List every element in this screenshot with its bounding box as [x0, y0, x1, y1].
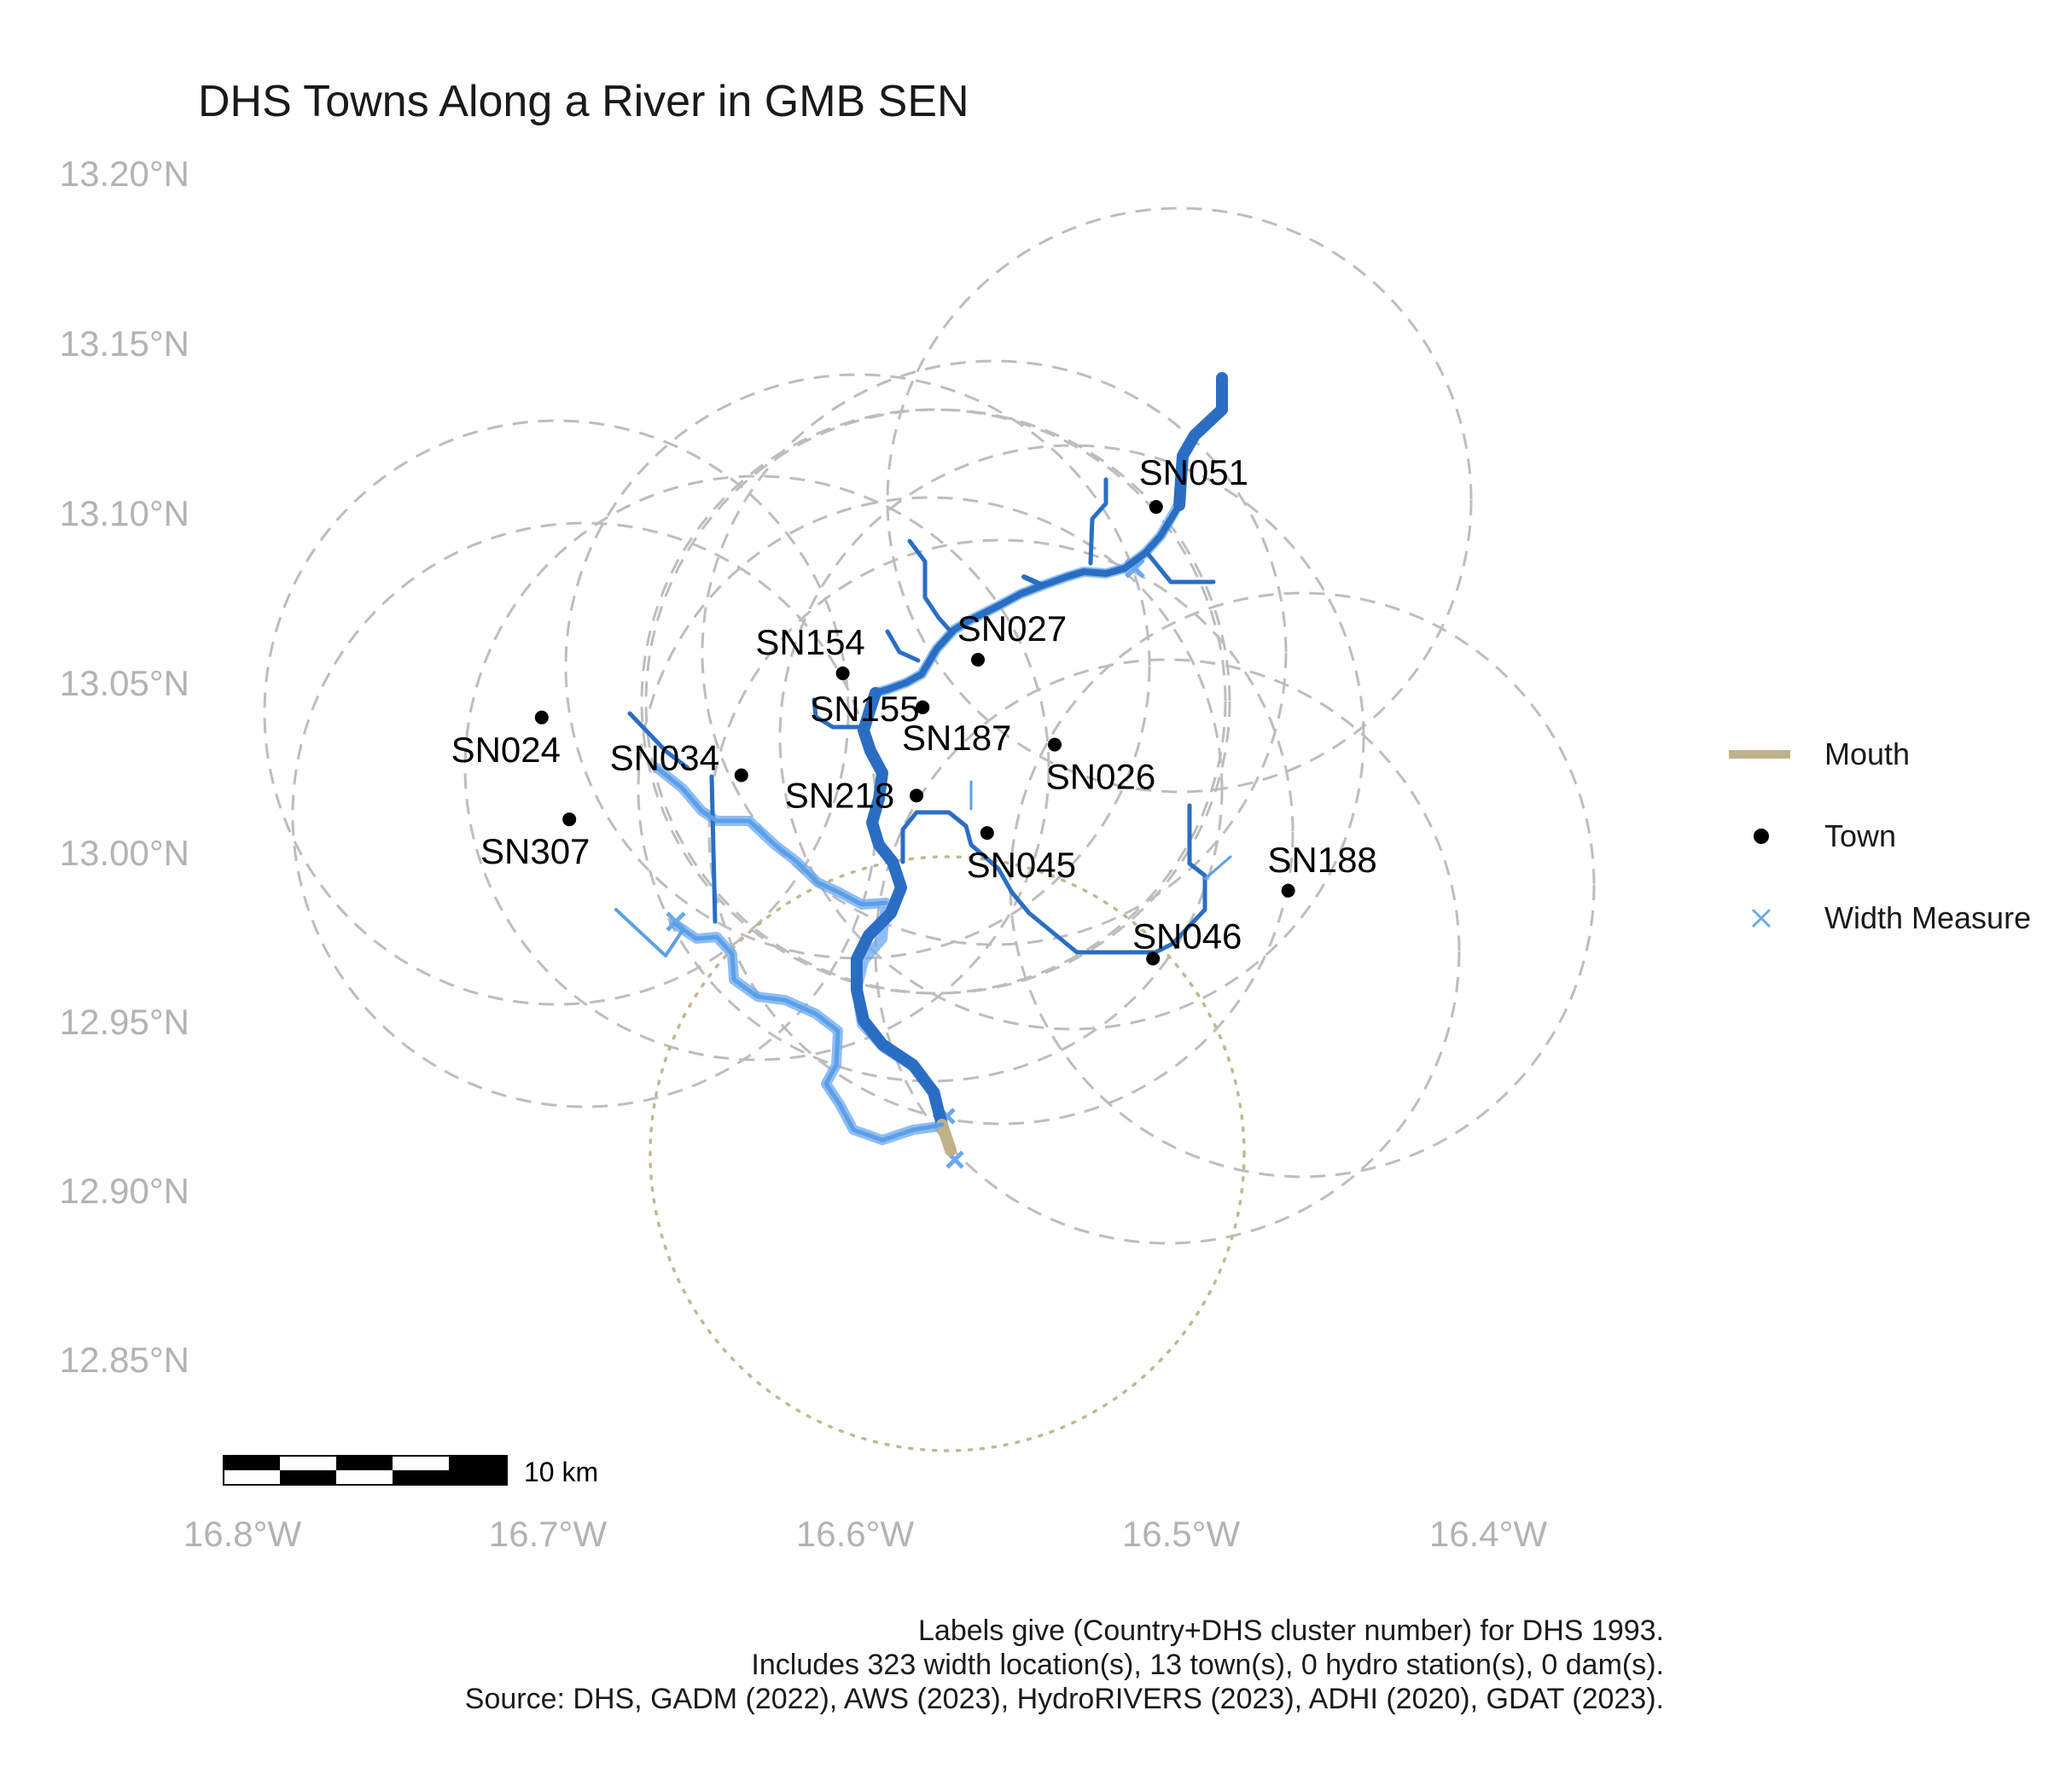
buffer-circle: [463, 474, 1050, 1062]
width-measure-line: [870, 498, 1184, 698]
buffer-circle: [886, 207, 1473, 794]
town-label-sn046: SN046: [1132, 916, 1242, 956]
x-tick-label: 16.4°W: [1429, 1514, 1548, 1554]
river-main: [851, 687, 948, 1131]
buffer-circle: [707, 538, 1295, 1126]
town-label-sn034: SN034: [610, 737, 719, 777]
buffer-circle: [640, 408, 1227, 995]
legend: Mouth Town Width Measure: [1729, 736, 2031, 935]
tributary: [1203, 855, 1232, 881]
scale-bar-label: 10 km: [524, 1457, 598, 1487]
town-point-sn027: [971, 653, 985, 667]
scale-bar-segment: [224, 1456, 280, 1470]
town-point-sn218: [910, 788, 923, 803]
legend-width-measure-key: [1751, 908, 1772, 928]
river-mouth: [936, 1119, 957, 1156]
tributary: [709, 774, 718, 924]
map-title: DHS Towns Along a River in GMB SEN: [198, 77, 969, 126]
scale-bar-segment: [449, 1456, 507, 1485]
buffer-circle: [701, 359, 1288, 946]
tributary: [900, 803, 1207, 955]
x-tick-label: 16.7°W: [489, 1514, 608, 1554]
town-point-sn307: [562, 812, 577, 827]
town-label-sn187: SN187: [902, 718, 1011, 758]
y-tick-label: 12.90°N: [60, 1171, 189, 1211]
buffer-circle: [564, 373, 1151, 960]
town-point-sn188: [1281, 883, 1295, 898]
river-main: [1173, 372, 1228, 511]
town-label-sn045: SN045: [967, 845, 1076, 885]
y-tick-label: 13.15°N: [60, 323, 189, 364]
buffer-circle: [778, 444, 1365, 1031]
buffer-circle: [263, 419, 850, 1006]
town-point-sn026: [1048, 737, 1062, 752]
town-label-sn027: SN027: [957, 608, 1067, 649]
y-axis: 13.20°N 13.15°N 13.10°N 13.05°N 13.00°N …: [60, 154, 189, 1380]
caption-line: Source: DHS, GADM (2022), AWS (2023), Hy…: [465, 1683, 1664, 1715]
tributary: [655, 765, 888, 907]
caption: Labels give (Country+DHS cluster number)…: [465, 1615, 1664, 1715]
buffer-circle: [874, 658, 1461, 1245]
tributary: [627, 711, 690, 771]
y-tick-label: 13.20°N: [60, 154, 189, 194]
legend-town-label: Town: [1824, 818, 1896, 853]
buffer-circle: [644, 408, 1231, 995]
tributary: [885, 629, 921, 663]
y-tick-label: 12.85°N: [60, 1340, 189, 1380]
caption-line: Labels give (Country+DHS cluster number)…: [918, 1615, 1664, 1647]
legend-mouth-label: Mouth: [1824, 736, 1910, 771]
town-label-sn026: SN026: [1046, 757, 1155, 797]
town-point-sn046: [1146, 951, 1161, 966]
tributary: [812, 697, 864, 730]
town-label-sn155: SN155: [810, 689, 919, 729]
town-label-sn051: SN051: [1139, 452, 1248, 492]
town-point-sn024: [534, 710, 549, 724]
town-label-sn218: SN218: [785, 775, 894, 815]
y-tick-label: 12.95°N: [60, 1002, 189, 1042]
tributary: [672, 921, 945, 1143]
scale-bar: 10 km: [223, 1455, 598, 1487]
x-axis: 16.8°W 16.7°W 16.6°W 16.5°W 16.4°W: [183, 1514, 1548, 1554]
y-tick-label: 13.00°N: [60, 833, 189, 873]
town-point-sn187: [916, 700, 930, 714]
tributary: [907, 538, 955, 636]
mouth-buffer-circle: [649, 855, 1246, 1452]
x-tick-label: 16.5°W: [1122, 1514, 1241, 1554]
x-tick-label: 16.8°W: [183, 1514, 302, 1554]
x-tick-label: 16.6°W: [796, 1514, 915, 1554]
legend-width-measure-label: Width Measure: [1824, 900, 2031, 935]
town-label-sn154: SN154: [755, 622, 864, 662]
tributary: [1088, 477, 1108, 566]
scale-bar-segment: [336, 1456, 393, 1470]
y-tick-label: 13.10°N: [60, 493, 189, 533]
town-point-sn034: [734, 768, 748, 783]
legend-town-key: [1754, 829, 1769, 844]
town-point-sn154: [835, 666, 850, 681]
town-point-sn051: [1149, 500, 1163, 515]
y-tick-label: 13.05°N: [60, 663, 189, 703]
town-point-sn045: [980, 826, 994, 841]
tributary: [1146, 552, 1216, 585]
river-main: [872, 502, 1183, 696]
tributary: [614, 908, 684, 957]
buffer-circle: [637, 496, 1224, 1083]
scale-bar-segment: [280, 1470, 336, 1485]
town-label-sn188: SN188: [1267, 840, 1376, 880]
town-label-sn024: SN024: [451, 730, 561, 770]
scale-bar-segment: [393, 1470, 449, 1485]
tributary: [1021, 574, 1045, 588]
caption-line: Includes 323 width location(s), 13 town(…: [751, 1649, 1664, 1681]
river-network: [614, 372, 1232, 1156]
town-label-sn307: SN307: [480, 831, 590, 871]
buffer-circle: [1009, 591, 1596, 1178]
